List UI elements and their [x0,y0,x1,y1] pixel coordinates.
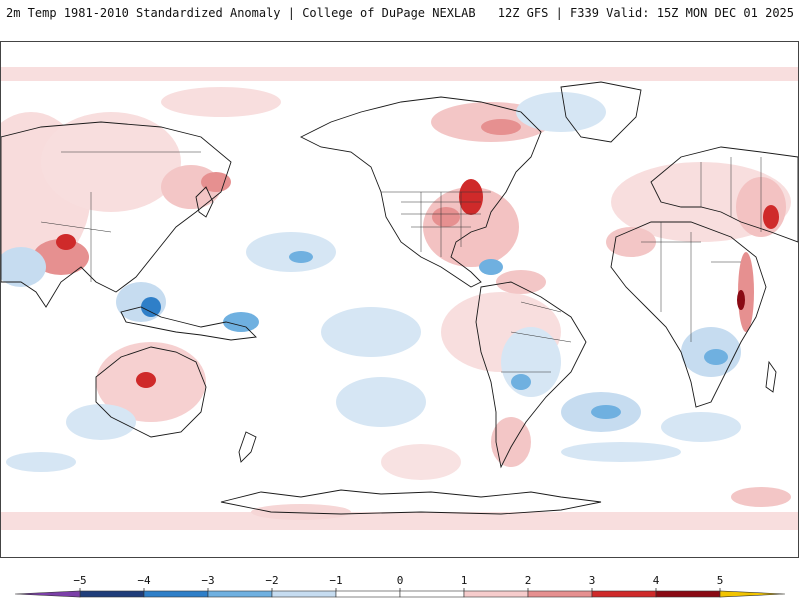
north-america-outline [299,96,542,288]
arctic-warm-band [1,67,798,81]
colorbar-bin [591,590,657,598]
colorbar-svg: −5 −4 −3 −2 −1 0 1 2 3 4 5 [14,574,786,598]
colorbar-tick-label: −4 [137,574,151,587]
maritime-continent-outline [120,306,257,341]
colorbar-legend: −5 −4 −3 −2 −1 0 1 2 3 4 5 [0,560,800,600]
antarctic-warm-band [1,512,798,530]
new-zealand-outline [238,431,257,463]
colorbar-bin [335,590,401,598]
colorbar-high-extension [719,590,786,598]
south-america-outline [475,281,587,469]
eurasia-outline [650,146,798,243]
colorbar-tick-label: −5 [73,574,86,587]
colorbar-low-extension [14,590,81,598]
cool-anomaly-patches [1,92,741,472]
colorbar-bin [271,590,337,598]
greenland-outline [560,81,642,143]
antarctica-outline [220,489,602,515]
colorbar-bin [399,590,465,598]
colorbar-tick-label: −2 [265,574,278,587]
colorbar-bin [655,590,721,598]
coastlines [1,81,798,515]
colorbar-tick-label: 2 [525,574,532,587]
anomaly-map-canvas [1,67,798,530]
madagascar-outline [765,360,777,393]
map-header: 2m Temp 1981-2010 Standardized Anomaly |… [0,0,800,40]
colorbar-bin [527,590,593,598]
political-borders [40,151,762,373]
colorbar-tick-label: 4 [653,574,660,587]
colorbar-bin [143,590,209,598]
colorbar-bin [207,590,273,598]
colorbar-bin [463,590,529,598]
africa-outline [610,221,767,408]
colorbar-bin [79,590,145,598]
colorbar-tick-label: 1 [461,574,468,587]
asia-outline [1,121,232,308]
colorbar-tick-label: 5 [717,574,724,587]
product-title: 2m Temp 1981-2010 Standardized Anomaly |… [6,6,476,20]
colorbar-tick-label: −3 [201,574,214,587]
model-run-valid-time: 12Z GFS | F339 Valid: 15Z MON DEC 01 202… [497,6,794,20]
colorbar-tick-label: −1 [329,574,342,587]
colorbar-tick-label: 3 [589,574,596,587]
world-map [0,41,799,558]
australia-outline [95,346,207,438]
japan-outline [195,186,214,218]
colorbar-tick-label: 0 [397,574,404,587]
